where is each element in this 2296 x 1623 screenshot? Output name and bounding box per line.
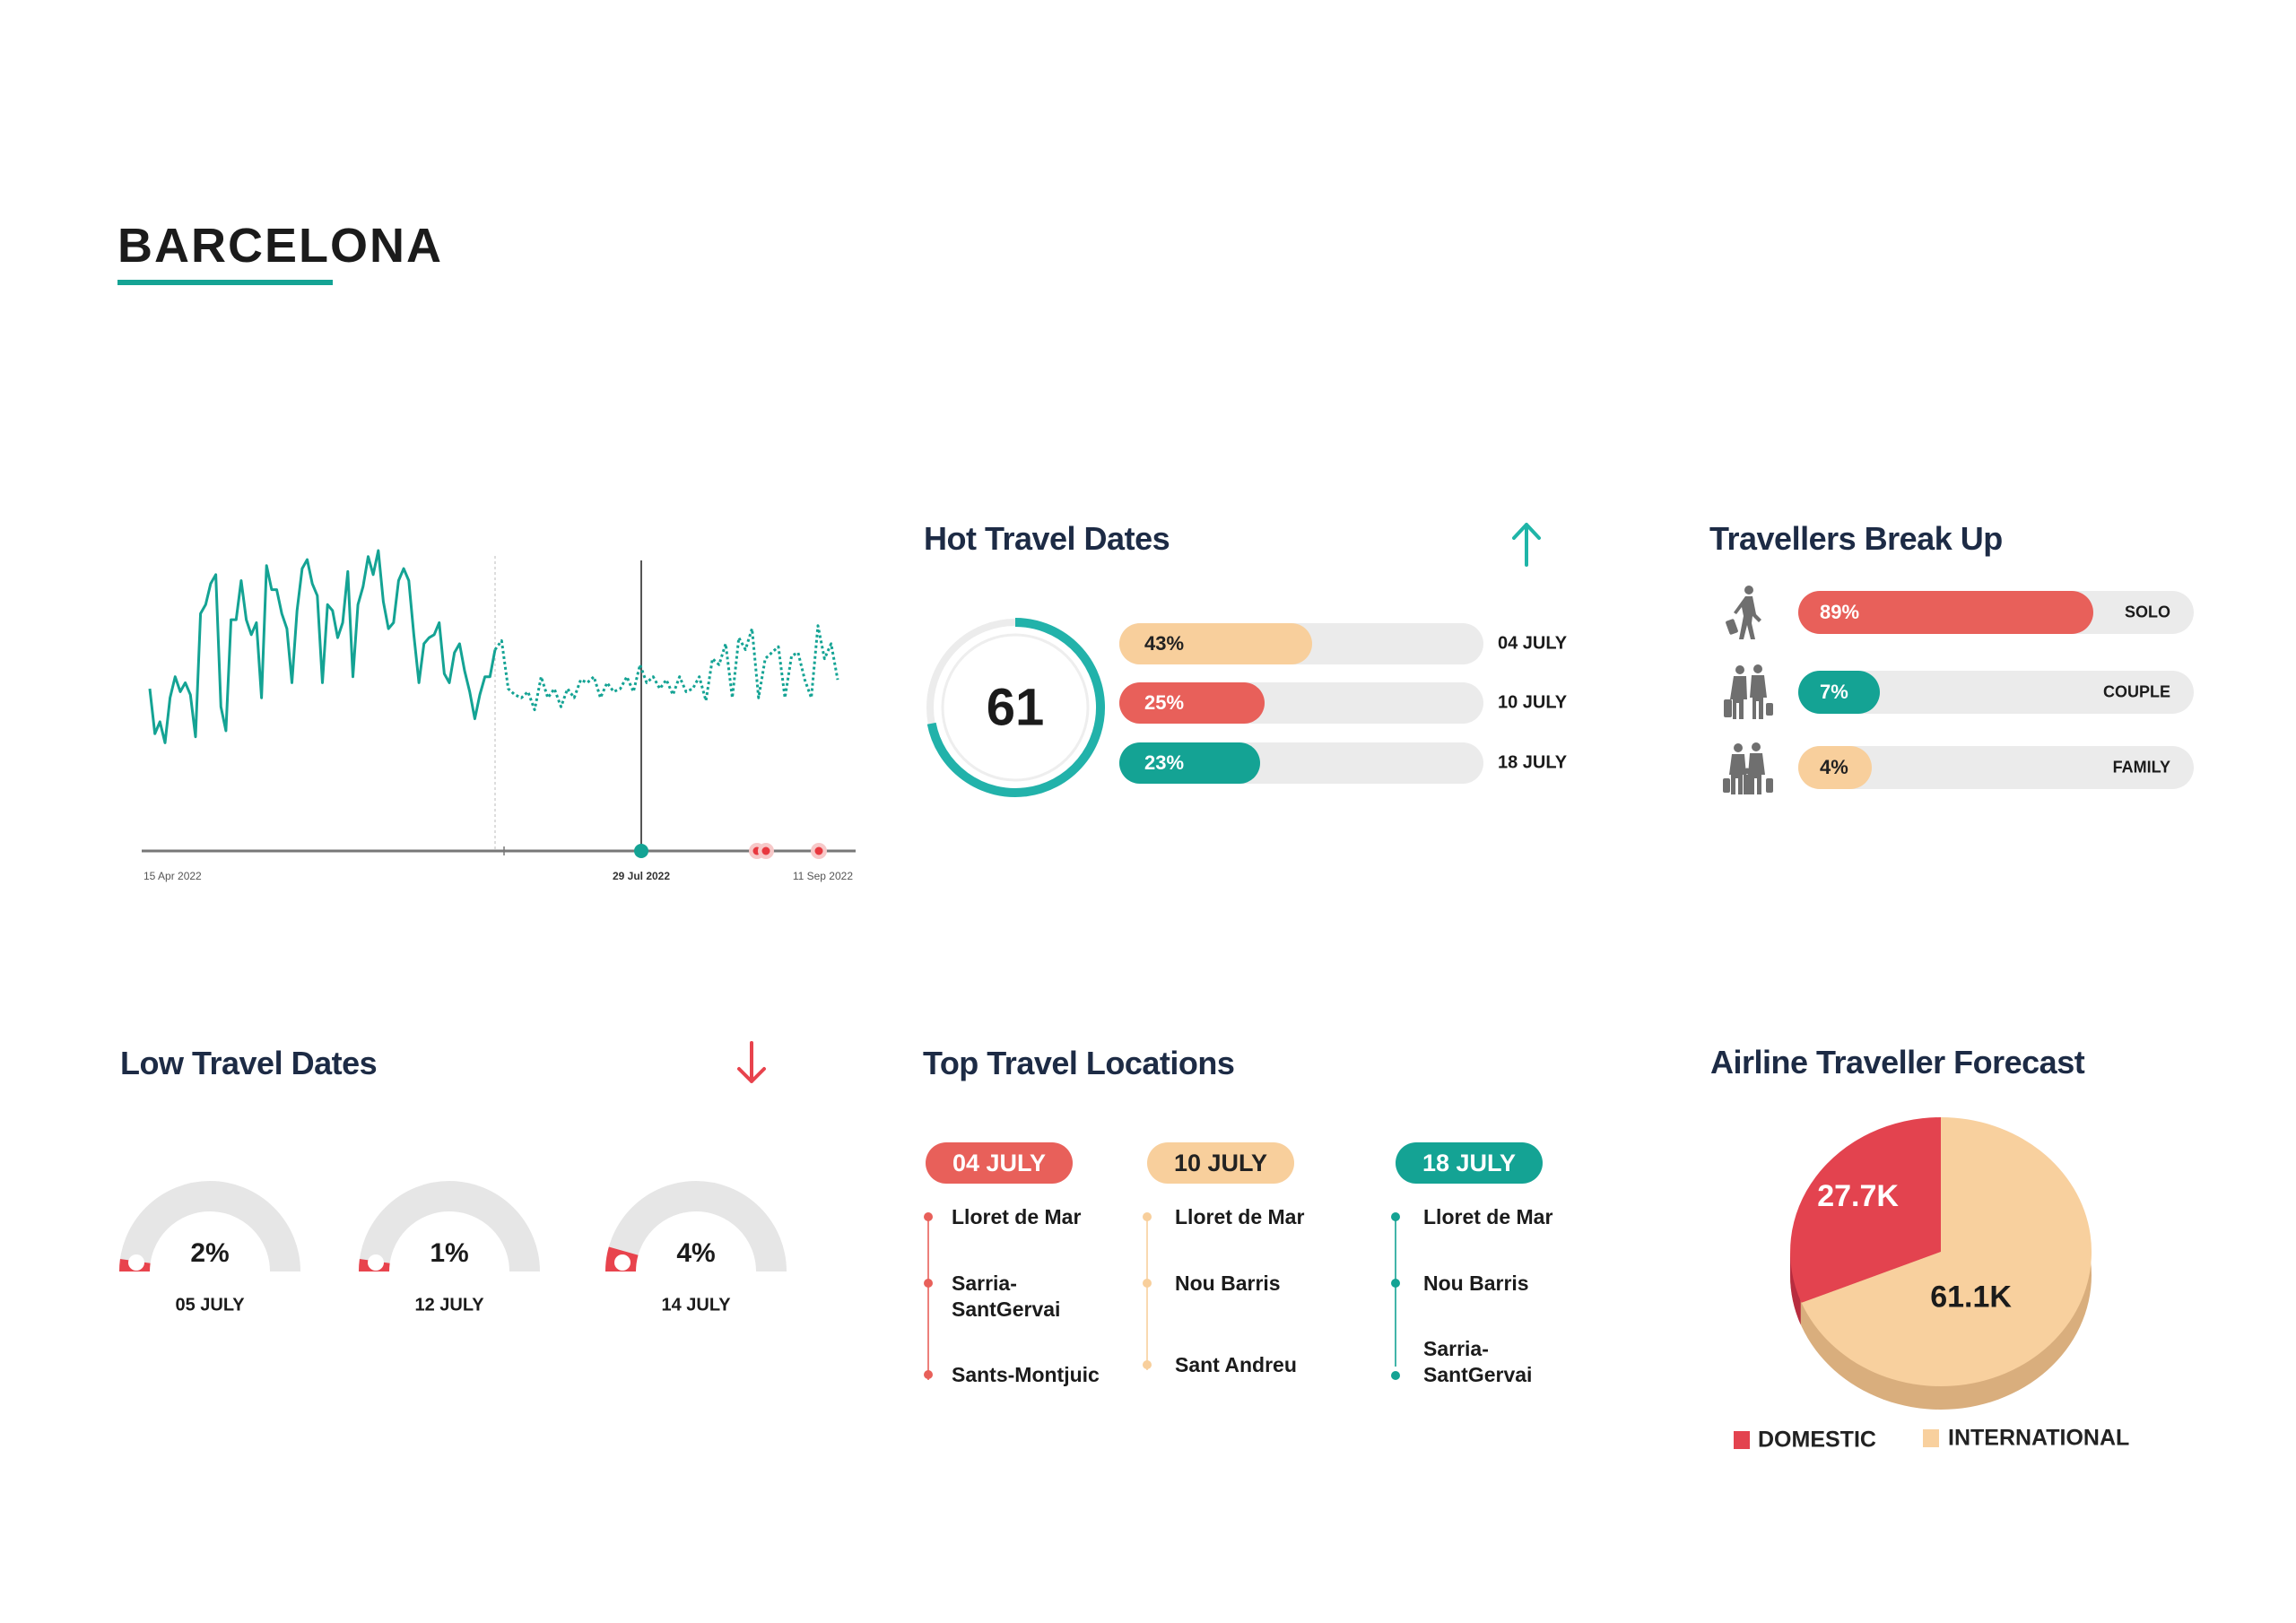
travel-trend-line-chart	[142, 549, 856, 859]
location-name: Sant Andreu	[1175, 1353, 1297, 1376]
hot-date-bar[interactable]: 25%	[1119, 682, 1483, 724]
bar-fill: 43%	[1119, 623, 1313, 664]
legend-domestic: DOMESTIC	[1758, 1427, 1876, 1453]
gauge-track	[605, 1181, 787, 1272]
actual-series-line	[148, 549, 497, 744]
traveller-bar-couple[interactable]: 7% COUPLE	[1798, 671, 2194, 714]
gauge-date: 12 JULY	[414, 1295, 484, 1315]
bar-percent: 25%	[1144, 691, 1185, 714]
traveller-bar-solo[interactable]: 89% SOLO	[1798, 591, 2194, 634]
timeline-dot	[924, 1279, 933, 1288]
location-name: Sants-Montjuic	[952, 1363, 1100, 1386]
title-underline	[117, 280, 333, 285]
bar-date: 18 JULY	[1498, 752, 1568, 773]
pie-slice-label: 27.7K	[1817, 1179, 1899, 1213]
arrow-up-icon	[1512, 523, 1541, 567]
timeline-line	[927, 1217, 929, 1380]
hot-dates-ring-gauge	[926, 618, 1105, 797]
bar-date: 04 JULY	[1498, 633, 1568, 654]
timeline-dot	[1391, 1212, 1400, 1221]
timeline-dot	[1143, 1360, 1152, 1369]
bar-fill: 89%	[1798, 591, 2094, 634]
family-traveller-icon	[1723, 742, 1773, 794]
airline-traveller-forecast-title: Airline Traveller Forecast	[1710, 1044, 2085, 1081]
current-date-marker[interactable]	[634, 844, 648, 858]
alert-marker[interactable]	[761, 846, 770, 855]
traveller-type-label: FAMILY	[2112, 758, 2170, 777]
low-date-gauge	[605, 1181, 787, 1272]
bar-percent: 7%	[1820, 681, 1848, 703]
pie-slice-international[interactable]	[1801, 1117, 2092, 1386]
pie-slice-domestic[interactable]	[1790, 1117, 1941, 1303]
x-tick-label-highlight: 29 Jul 2022	[612, 870, 671, 882]
traveller-type-label: SOLO	[2124, 603, 2170, 621]
timeline-dot	[1391, 1279, 1400, 1288]
low-date-gauge	[118, 1181, 300, 1272]
low-travel-dates-title: Low Travel Dates	[120, 1045, 378, 1081]
ring-fill	[926, 618, 1105, 797]
gauge-date: 14 JULY	[661, 1295, 731, 1315]
gauge-knob	[368, 1254, 384, 1271]
forecast-series-line	[493, 624, 839, 712]
location-date-pill[interactable]: 04 JULY	[926, 1142, 1073, 1184]
location-name: Sarria- SantGervai	[1423, 1337, 1533, 1386]
solo-traveller-icon	[1726, 586, 1761, 639]
couple-traveller-icon	[1724, 664, 1773, 719]
location-name: Lloret de Mar	[1423, 1205, 1553, 1228]
gauge-date: 05 JULY	[175, 1295, 245, 1315]
gauge-knob	[614, 1254, 631, 1271]
legend-swatch-international	[1923, 1429, 1939, 1447]
location-date-pill[interactable]: 18 JULY	[1396, 1142, 1543, 1184]
top-travel-locations-title: Top Travel Locations	[923, 1045, 1235, 1081]
gauge-percent: 1%	[430, 1238, 469, 1268]
gauge-percent: 2%	[190, 1238, 230, 1268]
location-date-pill[interactable]: 10 JULY	[1147, 1142, 1294, 1184]
low-date-gauge	[358, 1181, 540, 1272]
gauge-track	[119, 1181, 300, 1272]
gauge-track	[359, 1181, 540, 1272]
hot-date-bar[interactable]: 43%	[1119, 623, 1483, 664]
bar-date: 10 JULY	[1498, 692, 1568, 713]
timeline-line	[1146, 1217, 1148, 1370]
bar-percent: 23%	[1144, 751, 1185, 774]
timeline-dot	[924, 1370, 933, 1379]
location-name: Sarria- SantGervai	[952, 1271, 1061, 1321]
gauge-knob	[128, 1254, 144, 1271]
location-name: Nou Barris	[1423, 1271, 1529, 1295]
traveller-type-label: COUPLE	[2102, 682, 2170, 701]
timeline-dot	[1143, 1279, 1152, 1288]
gauge-percent: 4%	[676, 1238, 716, 1268]
x-tick-label: 15 Apr 2022	[144, 870, 202, 882]
timeline-dot	[1143, 1212, 1152, 1221]
alert-marker[interactable]	[814, 846, 823, 855]
location-name: Nou Barris	[1175, 1271, 1281, 1295]
x-tick-label: 11 Sep 2022	[792, 870, 853, 882]
bar-percent: 4%	[1820, 756, 1848, 778]
location-name: Lloret de Mar	[1175, 1205, 1305, 1228]
bar-fill: 4%	[1798, 746, 1873, 789]
ring-value: 61	[986, 678, 1045, 737]
timeline-line	[1395, 1217, 1396, 1367]
legend-swatch-domestic	[1734, 1431, 1750, 1449]
arrow-down-icon	[737, 1041, 766, 1083]
location-name: Lloret de Mar	[952, 1205, 1082, 1228]
pie-slice-label: 61.1K	[1930, 1280, 2012, 1314]
bar-fill: 25%	[1119, 682, 1265, 724]
bar-fill: 7%	[1798, 671, 1880, 714]
traveller-bar-family[interactable]: 4% FAMILY	[1798, 746, 2194, 789]
forecast-pie-chart: 27.7K 61.1K	[1789, 1117, 2092, 1410]
hot-date-bar[interactable]: 23%	[1119, 742, 1483, 784]
bar-percent: 89%	[1820, 601, 1860, 623]
legend-international: INTERNATIONAL	[1948, 1425, 2130, 1451]
travellers-break-up-title: Travellers Break Up	[1709, 520, 2003, 557]
ring-inner	[941, 633, 1090, 782]
bar-percent: 43%	[1144, 632, 1185, 655]
timeline-dot	[924, 1212, 933, 1221]
hot-travel-dates-title: Hot Travel Dates	[924, 520, 1170, 557]
page-title: BARCELONA	[117, 219, 443, 273]
timeline-dot	[1391, 1371, 1400, 1380]
bar-fill: 23%	[1119, 742, 1260, 784]
